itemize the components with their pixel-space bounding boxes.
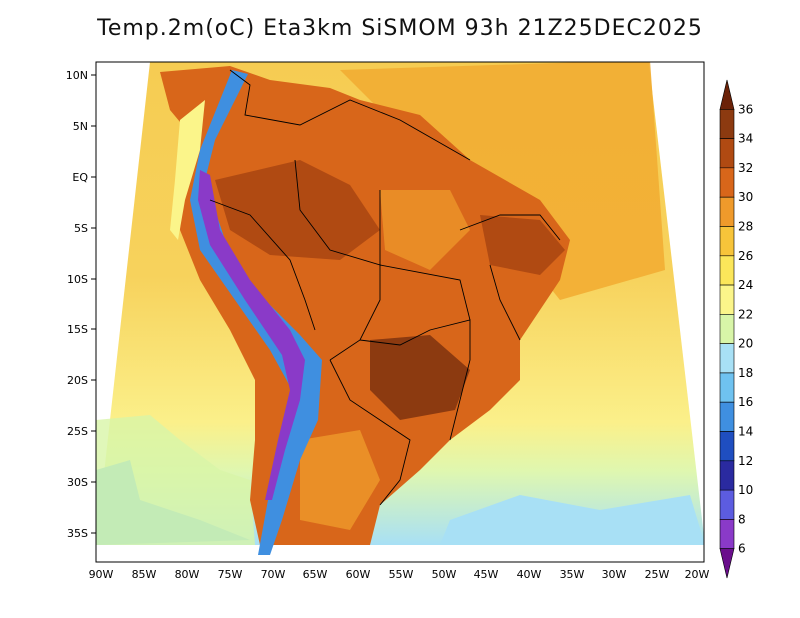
amazon-hot-region (215, 160, 380, 260)
colorbar-swatch (719, 196, 735, 227)
lon-label-65w: 65W (303, 568, 328, 581)
colorbar-label: 24 (738, 278, 753, 292)
south-pacific-cool (96, 415, 255, 545)
colorbar: 36 34 32 30 28 26 24 22 20 18 16 14 12 10 8 6 (719, 79, 753, 579)
south-atlantic-cool (440, 495, 704, 545)
colorbar-swatch (719, 401, 735, 432)
colorbar-swatch (719, 138, 735, 169)
colorbar-label: 10 (738, 483, 753, 497)
lon-label-35w: 35W (560, 568, 585, 581)
lat-label-15s: 15S (67, 323, 88, 336)
lon-label-85w: 85W (132, 568, 157, 581)
colorbar-swatch (719, 79, 735, 110)
colorbar-swatch (719, 343, 735, 374)
temperature-field (96, 62, 704, 555)
colorbar-label: 28 (738, 219, 753, 233)
lon-label-25w: 25W (645, 568, 670, 581)
colorbar-label: 30 (738, 190, 753, 204)
lat-label-5s: 5S (74, 222, 88, 235)
colorbar-swatch (719, 460, 735, 491)
colorbar-label: 8 (738, 512, 746, 526)
colorbar-label: 36 (738, 102, 753, 116)
colorbar-label: 6 (738, 542, 746, 556)
lon-label-20w: 20W (685, 568, 710, 581)
northeast-hot (480, 215, 565, 275)
lon-label-55w: 55W (389, 568, 414, 581)
latitude-axis: 10N 5N EQ 5S 10S 15S 20S 25S 30S 35S (66, 69, 96, 540)
colorbar-label: 16 (738, 395, 753, 409)
colorbar-swatch (719, 284, 735, 315)
colorbar-swatch (719, 167, 735, 198)
colorbar-label: 26 (738, 249, 753, 263)
colorbar-swatch (719, 372, 735, 403)
central-brazil-hot (370, 335, 470, 420)
colorbar-swatch (719, 519, 735, 550)
lon-label-60w: 60W (346, 568, 371, 581)
colorbar-label: 12 (738, 454, 753, 468)
colorbar-swatch (719, 226, 735, 257)
map-title: Temp.2m(oC) Eta3km SiSMOM 93h 21Z25DEC20… (97, 16, 703, 41)
colorbar-swatch (719, 108, 735, 139)
lat-label-10s: 10S (67, 273, 88, 286)
lat-label-30s: 30S (67, 476, 88, 489)
andes-coldest (198, 170, 305, 500)
colorbar-swatch (719, 314, 735, 344)
pacific-coastal-cool (170, 100, 205, 240)
colorbar-label: 22 (738, 307, 753, 321)
lon-label-75w: 75W (218, 568, 243, 581)
longitude-axis: 90W 85W 80W 75W 70W 65W 60W 55W 50W 45W … (89, 568, 710, 581)
colorbar-label: 32 (738, 161, 753, 175)
lon-label-40w: 40W (517, 568, 542, 581)
colorbar-swatch (719, 431, 735, 462)
lat-label-10n: 10N (66, 69, 88, 82)
chaco-warm (300, 430, 380, 530)
lon-label-45w: 45W (474, 568, 499, 581)
lat-label-25s: 25S (67, 425, 88, 438)
colorbar-label: 34 (738, 132, 753, 146)
lon-label-70w: 70W (261, 568, 286, 581)
colorbar-swatch (719, 255, 735, 286)
lon-label-90w: 90W (89, 568, 114, 581)
colorbar-label: 14 (738, 425, 753, 439)
colorbar-swatch (719, 489, 735, 520)
lat-label-20s: 20S (67, 374, 88, 387)
lon-label-50w: 50W (432, 568, 457, 581)
lat-label-5n: 5N (73, 120, 88, 133)
lon-label-80w: 80W (175, 568, 200, 581)
colorbar-label: 20 (738, 337, 753, 351)
colorbar-swatch (719, 548, 735, 579)
lon-label-30w: 30W (602, 568, 627, 581)
colorbar-label: 18 (738, 366, 753, 380)
political-borders (209, 69, 561, 506)
lat-label-eq: EQ (72, 171, 88, 184)
lat-label-35s: 35S (67, 527, 88, 540)
cerrado-warm (380, 190, 470, 270)
